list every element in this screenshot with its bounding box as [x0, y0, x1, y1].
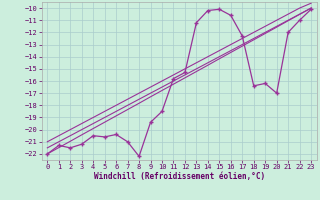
- X-axis label: Windchill (Refroidissement éolien,°C): Windchill (Refroidissement éolien,°C): [94, 172, 265, 181]
